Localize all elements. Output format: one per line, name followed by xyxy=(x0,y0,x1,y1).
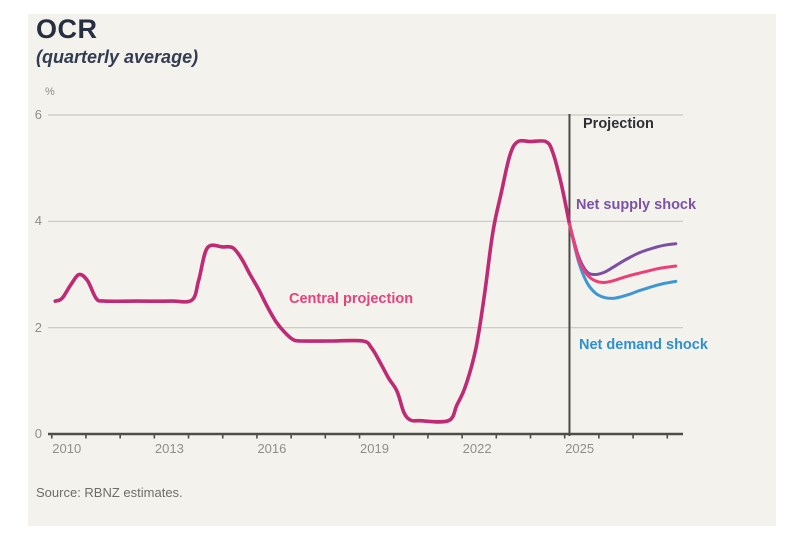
y-axis-unit-label: % xyxy=(45,86,55,98)
page-title: OCR xyxy=(36,14,98,44)
x-tick-label-2010: 2010 xyxy=(52,441,82,456)
net-supply-shock-label: Net supply shock xyxy=(576,197,697,213)
x-tick-label-2013: 2013 xyxy=(154,441,184,456)
y-tick-label-2: 2 xyxy=(34,319,42,335)
y-tick-label-6: 6 xyxy=(34,107,42,122)
net-demand-shock-label: Net demand shock xyxy=(579,337,708,353)
x-tick-label-2019: 2019 xyxy=(360,441,389,456)
source-note: Source: RBNZ estimates. xyxy=(36,485,183,500)
series-line-net-demand-shock xyxy=(568,222,678,300)
y-tick-label-0: 0 xyxy=(34,426,42,441)
series-line-net-supply-shock xyxy=(568,222,678,277)
central-projection-label: Central projection xyxy=(289,291,414,307)
x-tick-label-2025: 2025 xyxy=(565,441,595,456)
series-line-central-projection xyxy=(568,222,678,284)
x-tick-label-2016: 2016 xyxy=(257,441,287,456)
projection-region-label: Projection xyxy=(583,116,654,132)
series-line-ocr-history-central-projection-actual xyxy=(53,138,572,424)
x-tick-label-2022: 2022 xyxy=(462,441,492,456)
y-tick-label-4: 4 xyxy=(34,213,42,229)
page-subtitle: (quarterly average) xyxy=(36,47,199,67)
